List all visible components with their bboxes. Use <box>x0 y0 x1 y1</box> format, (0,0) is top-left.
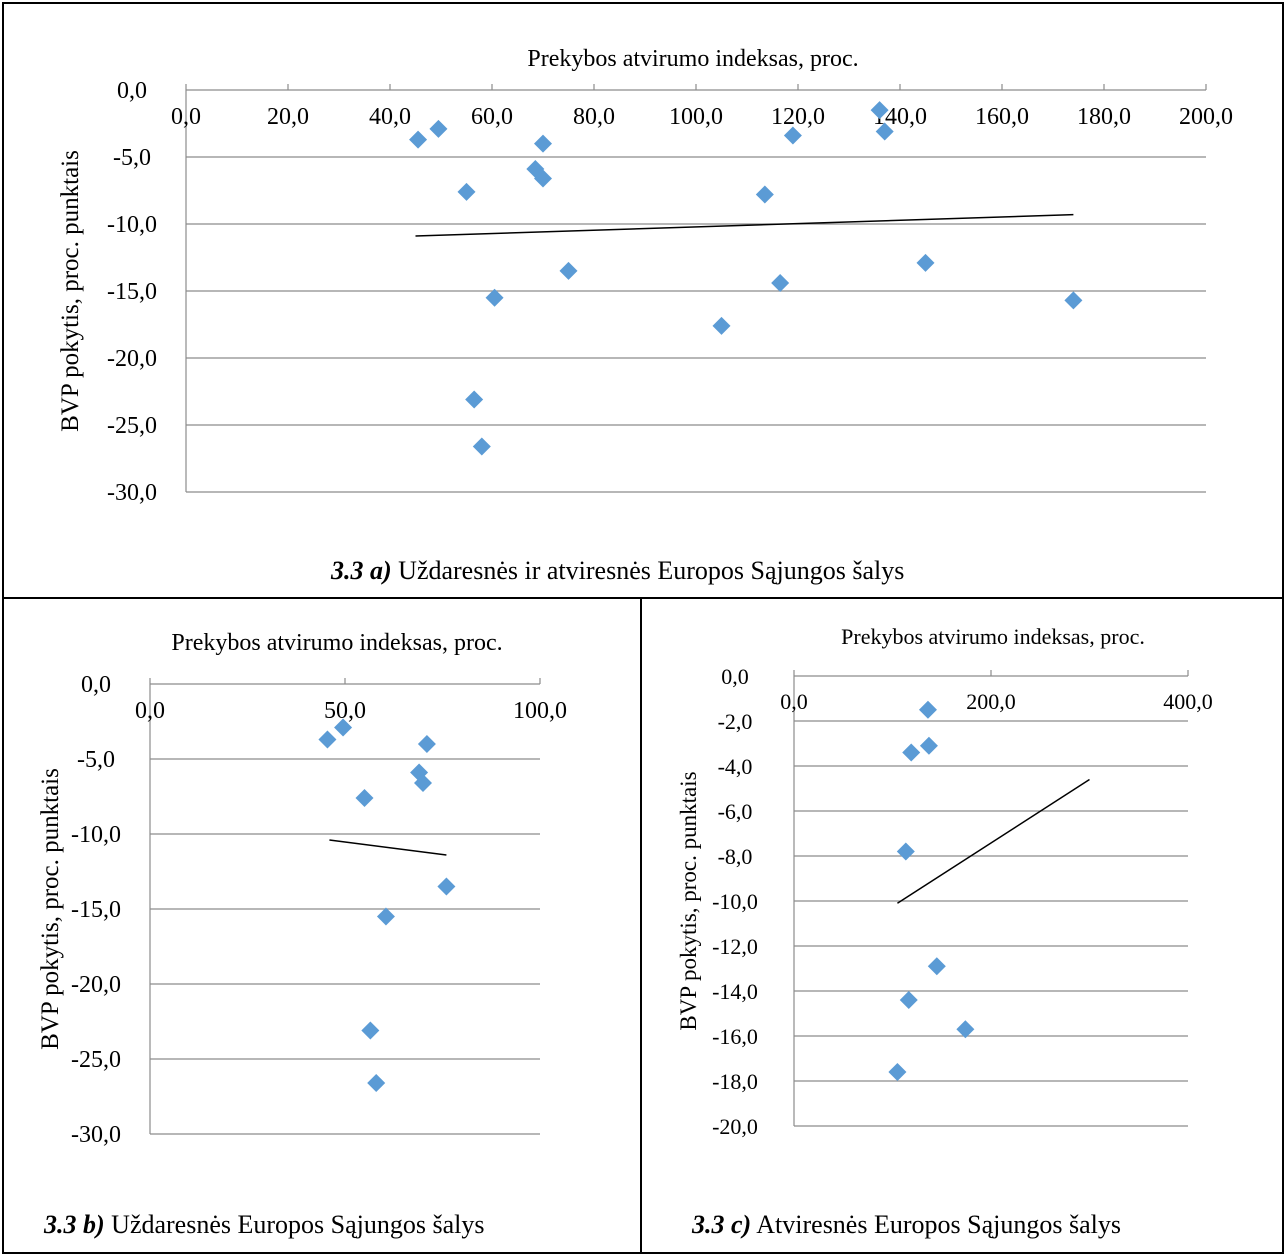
chart-a-trendline <box>415 213 1074 237</box>
chart-a-data-point <box>771 273 790 292</box>
chart-a-data-point <box>429 119 448 138</box>
chart-c-caption: 3.3 c) Atviresnės Europos Sąjungos šalys <box>692 1210 1121 1240</box>
chart-c-data-point <box>956 1020 975 1039</box>
chart-c-y-tick-label: -2,0 <box>718 709 753 734</box>
chart-a-data-point <box>1064 291 1083 310</box>
chart-c-y-tick-label: -8,0 <box>718 844 753 869</box>
chart-b-y-axis-title: BVP pokytis, proc. punktais <box>37 768 64 1050</box>
chart-a-data-point <box>485 288 504 307</box>
chart-b-data-point <box>361 1021 380 1040</box>
chart-a-caption: 3.3 a) Uždaresnės ir atviresnės Europos … <box>331 556 904 586</box>
chart-c-data-point <box>899 991 918 1009</box>
chart-b-y-tick-label: -30,0 <box>71 1122 121 1148</box>
chart-b-y-tick-label: -25,0 <box>71 1047 121 1073</box>
chart-b-x-tick-label: 100,0 <box>513 698 567 724</box>
chart-c-data-point <box>918 700 937 719</box>
chart-c-x-tick-label: 400,0 <box>1163 689 1213 714</box>
chart-a-x-tick-label: 180,0 <box>1077 104 1131 130</box>
chart-c-caption-number: 3.3 c) <box>692 1210 752 1239</box>
chart-a-data-point <box>916 253 935 272</box>
chart-a-caption-number: 3.3 a) <box>331 556 392 585</box>
chart-b-data-point <box>376 907 395 926</box>
chart-a-caption-text: Uždaresnės ir atviresnės Europos Sąjungo… <box>391 556 905 585</box>
chart-c-x-axis-title: Prekybos atvirumo indeksas, proc. <box>841 624 1145 649</box>
chart-a-data-point <box>465 390 484 409</box>
chart-a-y-axis-title: BVP pokytis, proc. punktais <box>57 150 84 432</box>
chart-a-data-point <box>534 169 552 188</box>
chart-b-x-axis-title: Prekybos atvirumo indeksas, proc. <box>171 630 502 656</box>
chart-a-data-point <box>755 185 774 204</box>
chart-c-y-tick-label: -4,0 <box>718 754 753 779</box>
chart-a-x-tick-label: 60,0 <box>471 104 513 130</box>
chart-c-data-point <box>927 957 946 976</box>
chart-a-x-tick-label: 0,0 <box>171 104 201 130</box>
chart-b-x-tick-label: 0,0 <box>135 698 165 724</box>
chart-a-y-tick-label: -20,0 <box>107 346 157 372</box>
chart-c-y-tick-label: -10,0 <box>712 889 758 914</box>
chart-c-y-tick-label: 0,0 <box>721 664 749 689</box>
chart-a-y-tick-label: -5,0 <box>113 145 151 171</box>
chart-c-data-point <box>902 743 921 762</box>
chart-a-data-point <box>875 122 894 141</box>
chart-b-y-tick-label: -5,0 <box>77 747 115 773</box>
chart-a-data-point <box>559 261 578 280</box>
chart-c-data-point <box>888 1063 907 1081</box>
chart-b-data-point <box>334 718 353 737</box>
chart-a-y-tick-label: 0,0 <box>117 78 147 104</box>
chart-a-y-tick-label: -30,0 <box>107 480 157 506</box>
chart-a-data-point <box>472 437 491 456</box>
chart-a-x-tick-label: 100,0 <box>669 104 723 130</box>
chart-a-data-point <box>534 134 552 153</box>
chart-b-caption: 3.3 b) Uždaresnės Europos Sąjungos šalys <box>44 1210 485 1240</box>
chart-a-x-tick-label: 200,0 <box>1179 104 1233 130</box>
chart-b-x-tick-label: 50,0 <box>324 698 366 724</box>
chart-b-data-point <box>414 774 432 792</box>
chart-c-y-tick-label: -16,0 <box>712 1024 758 1049</box>
chart-c-y-tick-label: -20,0 <box>712 1114 758 1139</box>
chart-a-data-point <box>409 130 428 149</box>
chart-c-data-point <box>896 842 915 861</box>
chart-c-y-tick-label: -18,0 <box>712 1069 758 1094</box>
chart-c-y-tick-label: -6,0 <box>718 799 753 824</box>
chart-c-x-tick-label: 0,0 <box>780 689 808 714</box>
chart-b-trendline <box>329 839 447 856</box>
chart-c-y-axis-title: BVP pokytis, proc. punktais <box>676 771 701 1030</box>
chart-b-y-tick-label: -10,0 <box>71 822 121 848</box>
chart-b-caption-text: Uždaresnės Europos Sąjungos šalys <box>104 1210 485 1239</box>
chart-c-y-tick-label: -12,0 <box>712 934 758 959</box>
panel-divider <box>640 597 642 1254</box>
chart-a-x-tick-label: 120,0 <box>771 104 825 130</box>
chart-a-y-tick-label: -25,0 <box>107 413 157 439</box>
chart-c-data-point <box>919 736 938 755</box>
chart-a-data-point <box>712 316 731 335</box>
chart-b-y-tick-label: -15,0 <box>71 897 121 923</box>
chart-a-x-tick-label: 40,0 <box>369 104 411 130</box>
chart-b-data-point <box>417 735 436 753</box>
chart-b-caption-number: 3.3 b) <box>44 1210 105 1239</box>
chart-c-y-tick-label: -14,0 <box>712 979 758 1004</box>
chart-a-x-tick-label: 20,0 <box>267 104 309 130</box>
chart-a-data-point <box>457 182 476 201</box>
chart-a-x-tick-label: 80,0 <box>573 104 615 130</box>
chart-a-x-axis-title: Prekybos atvirumo indeksas, proc. <box>527 46 858 72</box>
chart-a-x-tick-label: 160,0 <box>975 104 1029 130</box>
bottom-charts-frame <box>2 597 1284 1254</box>
chart-a-y-tick-label: -15,0 <box>107 279 157 305</box>
chart-a-y-tick-label: -10,0 <box>107 212 157 238</box>
chart-c-caption-text: Atviresnės Europos Sąjungos šalys <box>751 1210 1121 1239</box>
chart-b-data-point <box>437 877 456 896</box>
chart-b-data-point <box>367 1074 386 1092</box>
chart-b-y-tick-label: -20,0 <box>71 972 121 998</box>
chart-b-data-point <box>355 789 374 807</box>
chart-a-data-point <box>870 101 889 120</box>
chart-a-data-point <box>783 126 802 145</box>
chart-c-trendline <box>897 778 1090 904</box>
chart-c-x-tick-label: 200,0 <box>966 689 1016 714</box>
chart-b-data-point <box>318 730 337 749</box>
chart-b-y-tick-label: 0,0 <box>81 672 111 698</box>
